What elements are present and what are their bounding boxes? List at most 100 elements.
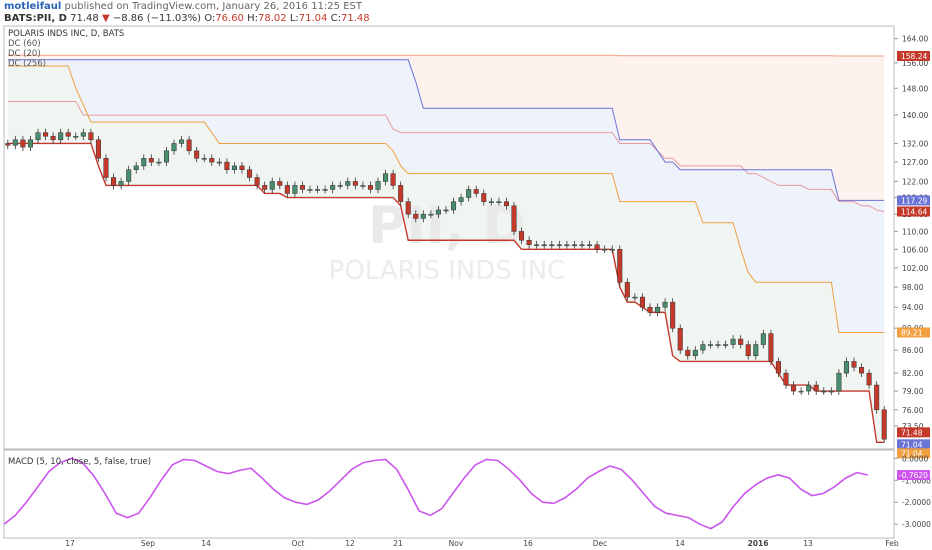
price-label-text: 158.24: [901, 52, 927, 61]
candle-body: [813, 384, 819, 392]
watermark-name: POLARIS INDS INC: [329, 256, 566, 286]
time-tick-label: Sep: [141, 539, 155, 548]
candle-body: [428, 213, 434, 216]
candle-body: [511, 205, 517, 232]
candle-body: [201, 158, 207, 160]
candle-body: [753, 344, 759, 357]
publish-header: motleifaul published on TradingView.com,…: [4, 1, 362, 13]
price-label-text: 71.04: [901, 440, 923, 449]
macd-tick-label: -2.0000: [902, 498, 931, 507]
candle-body: [647, 306, 653, 313]
candle-body: [503, 201, 509, 207]
close-label: C:: [330, 13, 341, 24]
candle-body: [783, 372, 789, 386]
candle-body: [458, 197, 464, 202]
time-tick-label: 14: [675, 539, 685, 548]
time-tick-label: 13: [803, 539, 813, 548]
candle-body: [216, 161, 222, 164]
candle-body: [299, 185, 305, 190]
candle-body: [738, 338, 744, 345]
macd-value-box: [897, 470, 930, 481]
candle-body: [352, 181, 358, 186]
price-tick-label: 148.00: [902, 84, 928, 93]
candle-body: [587, 244, 593, 246]
dc20-upper-line: [7, 65, 885, 334]
price-tick-label: 106.00: [902, 245, 928, 254]
candle-body: [791, 384, 797, 392]
candle-body: [859, 367, 865, 374]
candle-body: [148, 158, 154, 163]
price-tick-label: 76.00: [902, 406, 924, 415]
candle-body: [549, 244, 555, 246]
candle-body: [881, 409, 887, 440]
price-tick-label: 140.00: [902, 111, 928, 120]
candle-body: [163, 150, 169, 163]
price-label-text: 71.04: [901, 449, 923, 458]
candle-body: [133, 165, 139, 170]
candle-body: [519, 231, 525, 241]
macd-axis: 0.0000 -1.0000 -2.0000 -3.0000 -0.7620: [894, 454, 931, 529]
candle-body: [707, 344, 713, 346]
author-link[interactable]: motleifaul: [4, 1, 62, 12]
dc60-upper-line: [7, 59, 885, 201]
candle-body: [322, 189, 328, 191]
candle-body: [564, 244, 570, 246]
time-axis[interactable]: 17 Sep 14 Oct 12 21 Nov 16 Dec 14 2016 13 Feb: [65, 539, 899, 548]
candle-body: [5, 143, 11, 146]
candle-body: [534, 244, 540, 246]
candle-body: [330, 185, 336, 190]
price-tick-label: 82.00: [902, 369, 924, 378]
candle-body: [541, 244, 547, 246]
candle-body: [65, 132, 71, 137]
price-tick-label: 98.00: [902, 283, 924, 292]
price-tick-label: 73.50: [902, 422, 924, 431]
macd-tick-label: -3.0000: [902, 520, 931, 529]
candle-body: [20, 139, 26, 148]
time-tick-label: 2016: [748, 539, 769, 548]
price-change: −8.86 (−11.03%): [112, 13, 202, 24]
candle-body: [95, 139, 101, 159]
candle-body: [284, 185, 290, 194]
candle-body: [723, 344, 729, 346]
close-value: 71.48: [340, 13, 370, 24]
candle-body: [806, 384, 812, 392]
candle-body: [760, 333, 766, 345]
candles: [5, 128, 887, 444]
time-tick-label: 12: [345, 539, 355, 548]
candle-body: [481, 193, 487, 202]
price-axis[interactable]: 164.00 156.00 148.00 140.00 132.00 127.00 122.…: [894, 35, 928, 431]
price-tick-label: 122.00: [902, 177, 928, 186]
candle-body: [35, 132, 41, 141]
watermark-ticker: PII, D: [368, 196, 526, 256]
candle-body: [435, 209, 441, 215]
price-tick-label: 86.00: [902, 346, 924, 355]
candle-body: [292, 185, 298, 194]
candle-body: [745, 344, 751, 357]
dc-lower-line: [7, 142, 885, 444]
candle-body: [126, 169, 132, 182]
price-tick-label: 102.00: [902, 264, 928, 273]
macd-plot: [3, 457, 869, 530]
candle-body: [655, 306, 661, 313]
candle-body: [239, 165, 245, 170]
candle-body: [466, 189, 472, 198]
candle-body: [179, 139, 185, 144]
candle-body: [269, 181, 275, 190]
candle-body: [103, 158, 109, 178]
candle-body: [254, 177, 260, 186]
candle-body: [171, 143, 177, 152]
candle-body: [632, 296, 638, 299]
price-tick-label: 79.00: [902, 387, 924, 396]
price-tick-label: 132.00: [902, 139, 928, 148]
price-label-box: [897, 448, 930, 459]
last-price: 71.48: [70, 13, 99, 24]
candle-body: [111, 177, 117, 186]
candle-body: [874, 384, 880, 411]
dc256-upper-line: [7, 54, 885, 57]
time-tick-label: 16: [523, 539, 533, 548]
candle-body: [617, 249, 623, 283]
time-tick-label: 17: [65, 539, 75, 548]
price-label-box: [897, 439, 930, 450]
